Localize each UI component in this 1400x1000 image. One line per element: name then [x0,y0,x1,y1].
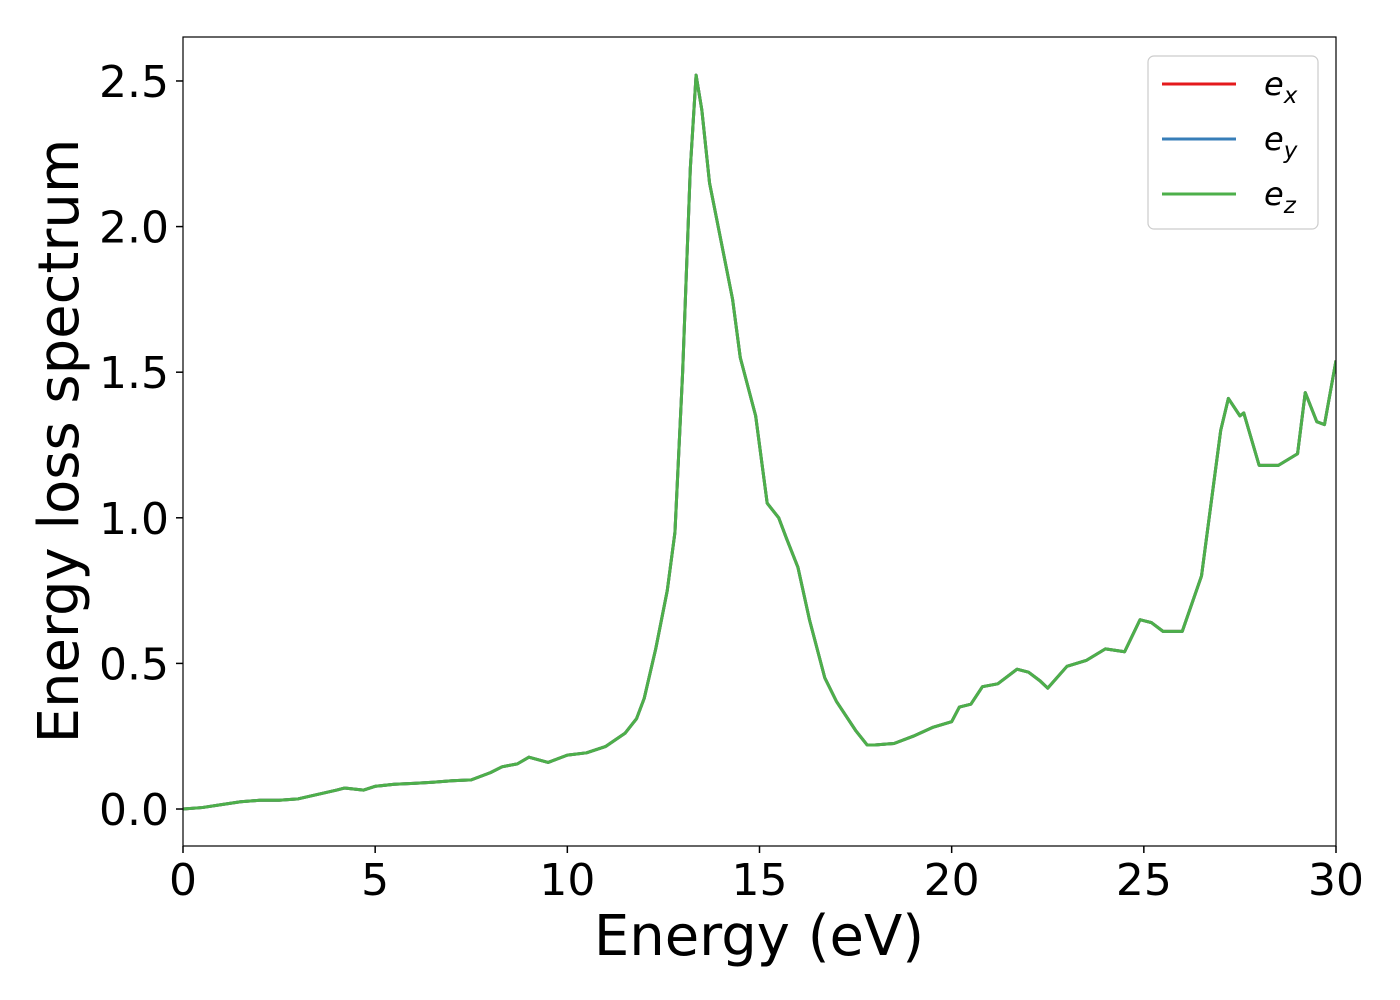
y-tick-label: 0.5 [99,639,169,690]
y-tick-label: 0.0 [99,785,169,836]
y-tick-label: 2.5 [99,57,169,108]
x-tick-label: 30 [1308,855,1364,906]
y-tick-label: 2.0 [99,203,169,254]
legend-label: ez [1264,175,1297,219]
x-tick-label: 5 [361,855,389,906]
x-tick-label: 25 [1116,855,1172,906]
x-tick-label: 20 [924,855,980,906]
y-tick-label: 1.0 [99,494,169,545]
legend-label: ex [1264,65,1298,109]
legend-box [1147,55,1319,230]
x-tick-label: 0 [169,855,197,906]
y-tick-label: 1.5 [99,348,169,399]
x-tick-label: 10 [539,855,595,906]
plot-frame [182,36,1337,847]
x-tick-label: 15 [732,855,788,906]
line-series [183,73,1336,811]
y-axis-label: Energy loss spectrum [27,139,92,744]
legend-label: ey [1264,120,1298,164]
x-axis-label: Energy (eV) [594,904,924,969]
